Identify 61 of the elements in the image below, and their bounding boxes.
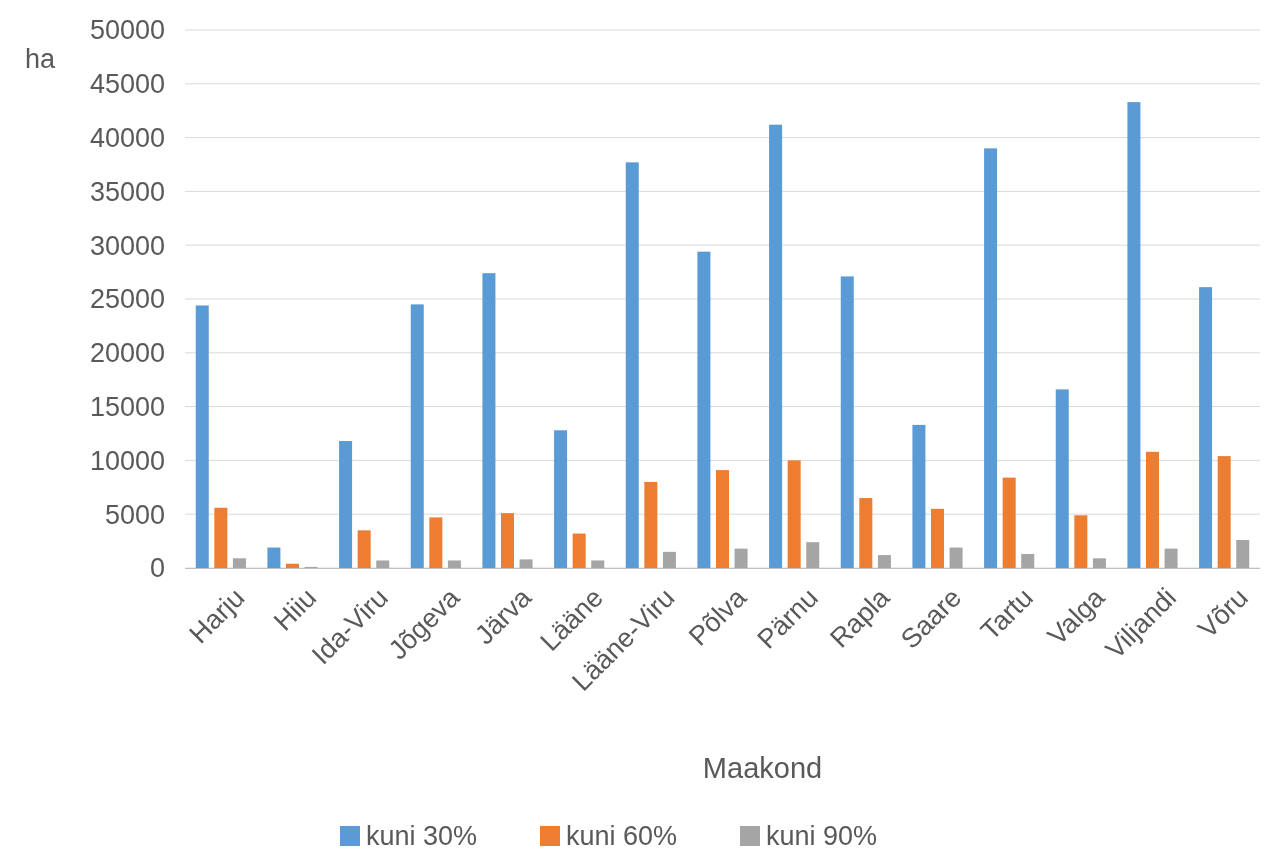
bar xyxy=(625,162,639,568)
y-tick-label: 10000 xyxy=(89,445,165,476)
bar xyxy=(716,470,729,568)
bar xyxy=(232,558,246,568)
bar xyxy=(286,563,299,568)
bar xyxy=(787,460,801,568)
bar xyxy=(1127,102,1141,568)
y-axis-title: ha xyxy=(24,44,56,74)
bar xyxy=(572,533,586,568)
bar xyxy=(1021,554,1035,568)
y-tick-label: 30000 xyxy=(89,230,165,261)
bar xyxy=(1002,477,1016,568)
bar xyxy=(1074,515,1088,568)
bar xyxy=(949,547,963,568)
bar xyxy=(519,559,533,568)
bar xyxy=(267,547,281,568)
bar xyxy=(697,251,711,568)
bar xyxy=(501,513,514,568)
y-tick-label: 20000 xyxy=(89,338,165,369)
bar xyxy=(769,124,783,568)
bar xyxy=(662,551,676,568)
bar xyxy=(931,508,944,568)
bar xyxy=(214,507,228,568)
bar xyxy=(1236,540,1250,568)
bar xyxy=(447,560,461,568)
bar xyxy=(1092,558,1106,568)
bar xyxy=(482,273,496,568)
bar xyxy=(410,304,424,568)
bar xyxy=(984,148,998,568)
bar xyxy=(376,560,390,568)
y-tick-label: 25000 xyxy=(89,284,165,315)
y-tick-label: 0 xyxy=(149,553,165,584)
bar xyxy=(554,430,568,568)
bar xyxy=(1055,389,1069,568)
bar xyxy=(1217,456,1231,568)
bar xyxy=(877,555,891,568)
bar xyxy=(734,548,748,568)
bar xyxy=(357,530,371,568)
bar xyxy=(859,498,873,568)
y-tick-label: 35000 xyxy=(89,176,165,207)
bar xyxy=(339,441,353,568)
bar xyxy=(840,276,854,568)
bar xyxy=(806,542,820,568)
legend-label: kuni 90% xyxy=(766,821,878,851)
bar xyxy=(1146,451,1160,568)
y-tick-label: 5000 xyxy=(104,499,165,530)
bar xyxy=(591,560,605,568)
legend-label: kuni 30% xyxy=(366,821,478,851)
y-tick-label: 45000 xyxy=(89,69,165,100)
y-tick-label: 40000 xyxy=(89,123,165,154)
bar xyxy=(195,305,209,568)
bar xyxy=(1164,548,1178,568)
y-tick-label: 50000 xyxy=(89,15,165,46)
legend-label: kuni 60% xyxy=(566,821,678,851)
y-tick-label: 15000 xyxy=(89,392,165,423)
x-axis-title: Maakond xyxy=(702,752,823,784)
x-tick-label: Võru xyxy=(1192,582,1254,644)
bar xyxy=(429,517,443,568)
bar xyxy=(1199,287,1213,568)
bar xyxy=(644,481,658,568)
bar xyxy=(912,424,926,568)
